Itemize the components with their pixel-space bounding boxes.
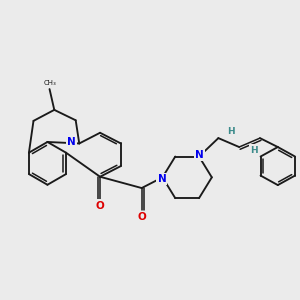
Text: N: N xyxy=(158,174,166,184)
Text: N: N xyxy=(67,137,76,147)
Text: CH₃: CH₃ xyxy=(43,80,56,85)
Text: H: H xyxy=(250,146,258,154)
Text: O: O xyxy=(137,212,146,222)
Text: O: O xyxy=(96,201,104,211)
Text: N: N xyxy=(195,150,204,160)
Text: H: H xyxy=(227,127,235,136)
